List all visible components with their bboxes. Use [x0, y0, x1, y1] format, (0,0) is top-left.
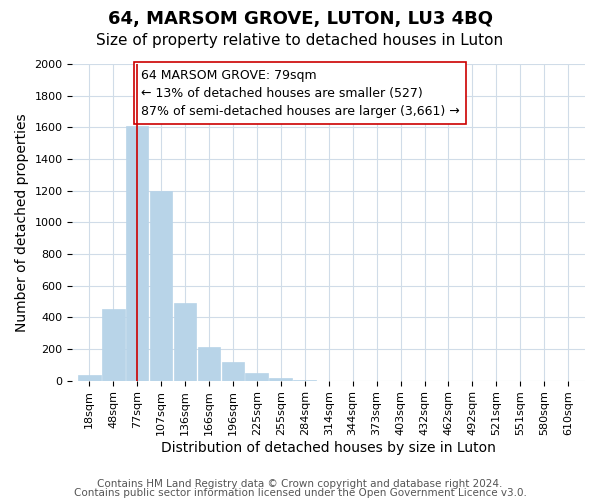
Text: Size of property relative to detached houses in Luton: Size of property relative to detached ho…: [97, 32, 503, 48]
Text: 64, MARSOM GROVE, LUTON, LU3 4BQ: 64, MARSOM GROVE, LUTON, LU3 4BQ: [107, 10, 493, 28]
Bar: [197, 348, 220, 380]
Bar: [173, 303, 196, 380]
Bar: [269, 378, 292, 380]
Bar: [149, 190, 172, 380]
Text: Contains public sector information licensed under the Open Government Licence v3: Contains public sector information licen…: [74, 488, 526, 498]
Text: Contains HM Land Registry data © Crown copyright and database right 2024.: Contains HM Land Registry data © Crown c…: [97, 479, 503, 489]
X-axis label: Distribution of detached houses by size in Luton: Distribution of detached houses by size …: [161, 441, 496, 455]
Bar: [125, 126, 148, 380]
Text: 64 MARSOM GROVE: 79sqm
← 13% of detached houses are smaller (527)
87% of semi-de: 64 MARSOM GROVE: 79sqm ← 13% of detached…: [140, 68, 460, 117]
Bar: [78, 375, 101, 380]
Bar: [221, 362, 244, 380]
Y-axis label: Number of detached properties: Number of detached properties: [15, 113, 29, 332]
Bar: [102, 310, 125, 380]
Bar: [245, 374, 268, 380]
